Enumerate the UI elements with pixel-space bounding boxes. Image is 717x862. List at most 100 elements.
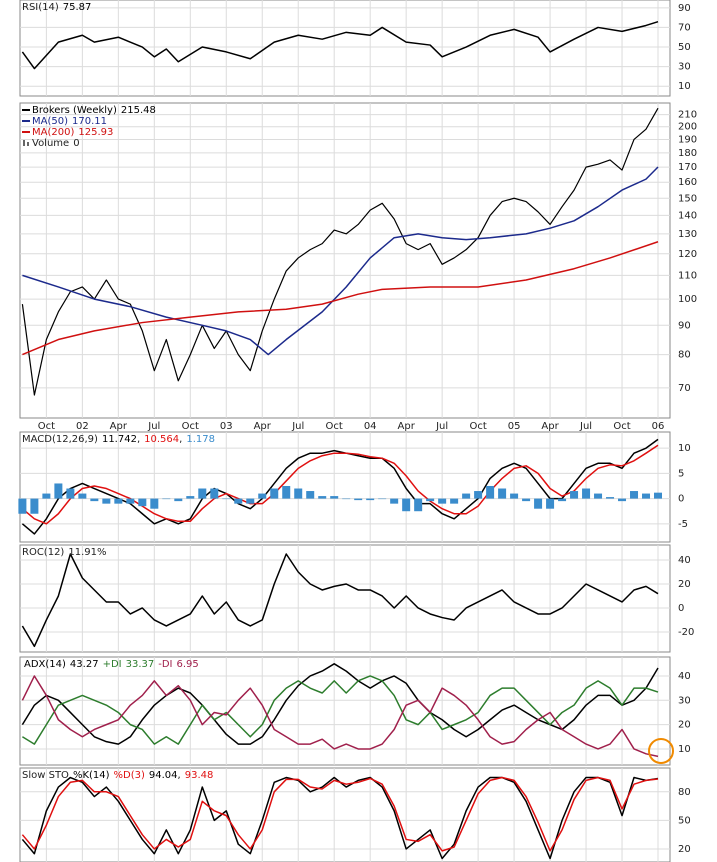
legend-value: 125.93 (78, 127, 113, 138)
y-tick-label: 30 (678, 695, 691, 706)
y-tick-label: 40 (678, 671, 691, 682)
legend-entry: Brokers (Weekly) 215.48 (32, 105, 156, 116)
histogram-bar (522, 498, 531, 502)
x-tick-label: Oct (469, 421, 486, 432)
legend-value: 75.87 (63, 2, 92, 13)
histogram-bar (630, 491, 639, 499)
histogram-bar (246, 498, 255, 504)
highlight-circle (648, 738, 674, 764)
y-tick-label: 0 (678, 603, 684, 614)
x-tick-label: Apr (398, 421, 416, 432)
histogram-bar (102, 498, 111, 504)
legend-title: Slow STO (22, 770, 69, 781)
legend-value: 11.742 (102, 434, 137, 445)
series-line (21, 776, 659, 852)
panel-frame (19, 544, 671, 653)
legend-title: RSI(14) (22, 2, 59, 13)
y-tick-label: 80 (678, 787, 691, 798)
x-tick-label: Apr (254, 421, 272, 432)
y-tick-label: 10 (678, 443, 691, 454)
histogram-bar (318, 496, 327, 499)
legend-separator: , (179, 434, 182, 445)
histogram-bar (258, 493, 267, 499)
x-tick-label: 02 (76, 421, 89, 432)
histogram-bar (174, 498, 183, 502)
legend-entry: Volume 0 (32, 138, 80, 149)
histogram-bar (270, 488, 279, 499)
legend-value: 6.95 (177, 659, 199, 670)
legend-value: 94.04 (149, 770, 178, 781)
series-line (21, 107, 659, 396)
legend-name: ADX(14) (24, 659, 66, 670)
histogram-bar (282, 485, 291, 499)
histogram-bar (534, 498, 543, 509)
histogram-bar (546, 498, 555, 509)
x-tick-label: 03 (220, 421, 233, 432)
x-tick-label: Oct (326, 421, 343, 432)
x-tick-label: Oct (38, 421, 55, 432)
y-tick-label: 50 (678, 815, 691, 826)
histogram-bar (414, 498, 423, 512)
y-tick-label: 210 (678, 110, 697, 121)
legend-entry: MA(50) 170.11 (32, 116, 107, 127)
y-tick-label: 180 (678, 148, 697, 159)
series-line (21, 663, 659, 745)
histogram-bar (90, 498, 99, 502)
histogram-bar (510, 493, 519, 499)
legend-value: 215.48 (121, 105, 156, 116)
histogram-bar (498, 488, 507, 499)
y-tick-label: 130 (678, 229, 697, 240)
histogram-bar (426, 498, 435, 502)
histogram-bar (330, 496, 339, 499)
histogram-bar (150, 498, 159, 509)
histogram-bar (402, 498, 411, 512)
y-tick-label: 5 (678, 468, 684, 479)
legend-name: MA(200) (32, 127, 74, 138)
y-tick-label: 20 (678, 720, 691, 731)
histogram-bar (342, 498, 351, 500)
histogram-bar (486, 485, 495, 499)
histogram-bar (642, 493, 651, 499)
legend-icon (27, 142, 29, 146)
panel-legend: RSI(14) 75.87 (22, 2, 91, 13)
legend-value: 170.11 (72, 116, 107, 127)
x-tick-label: Jul (435, 421, 448, 432)
legend-value: 11.91% (68, 547, 106, 558)
legend-value: 0 (73, 138, 79, 149)
legend-title: ROC(12) (22, 547, 64, 558)
x-tick-label: 04 (364, 421, 377, 432)
y-tick-label: 90 (678, 320, 691, 331)
y-tick-label: 200 (678, 122, 697, 133)
panel-legend: MACD(12,26,9) 11.742, 10.564, 1.178 (22, 434, 215, 445)
y-tick-label: 100 (678, 294, 697, 305)
x-tick-label: Jul (291, 421, 304, 432)
y-tick-label: 160 (678, 177, 697, 188)
y-tick-label: 140 (678, 210, 697, 221)
y-tick-label: 120 (678, 249, 697, 260)
legend-entry: MA(200) 125.93 (32, 127, 113, 138)
histogram-bar (306, 491, 315, 499)
legend-name: Volume (32, 138, 69, 149)
y-tick-label: 40 (678, 555, 691, 566)
histogram-bar (114, 498, 123, 504)
y-tick-label: 190 (678, 134, 697, 145)
legend-name: MA(50) (32, 116, 68, 127)
legend-icon (23, 140, 25, 146)
histogram-bar (366, 498, 375, 501)
panel-frame (19, 102, 671, 419)
legend-separator: , (137, 434, 140, 445)
legend-value: 43.27 (70, 659, 99, 670)
histogram-bar (42, 493, 51, 499)
y-tick-label: 70 (678, 383, 691, 394)
histogram-bar (474, 491, 483, 499)
histogram-bar (78, 493, 87, 499)
histogram-bar (438, 498, 447, 504)
histogram-bar (450, 498, 459, 504)
histogram-bar (354, 498, 363, 501)
series-line (21, 675, 659, 758)
histogram-bar (606, 497, 615, 499)
legend-value: 93.48 (185, 770, 214, 781)
panel-frame (19, 0, 671, 97)
legend-name: Brokers (Weekly) (32, 105, 117, 116)
